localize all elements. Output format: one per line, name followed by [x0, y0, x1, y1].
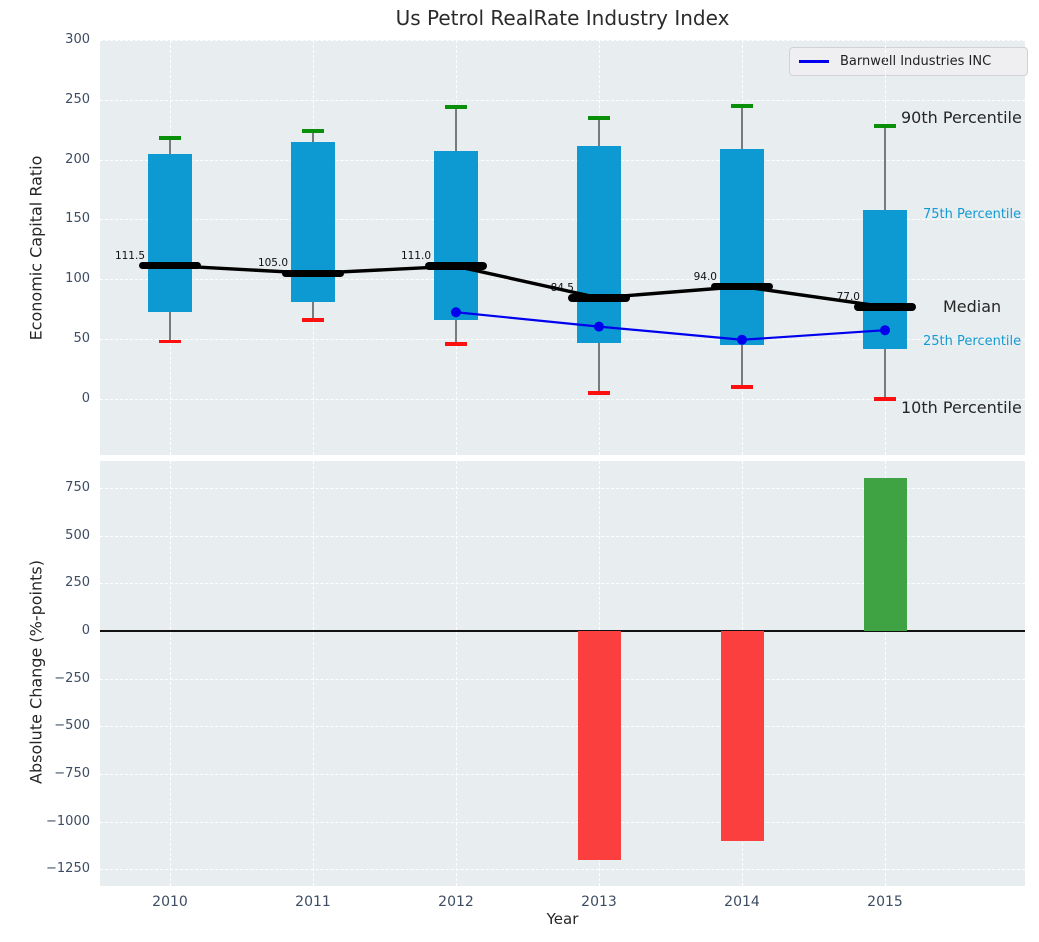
bottom-gridline-v — [456, 461, 457, 886]
bottom-gridline-h — [100, 822, 1025, 823]
top-ytick-label: 0 — [28, 391, 90, 406]
bottom-ytick-label: −250 — [28, 671, 90, 686]
top-ytick-label: 150 — [28, 211, 90, 226]
xtick-label: 2015 — [845, 894, 925, 910]
bottom-gridline-h — [100, 869, 1025, 870]
median-marker-2011 — [282, 270, 344, 278]
top-ytick-label: 200 — [28, 152, 90, 167]
median-trend-line — [170, 266, 885, 307]
xtick-label: 2014 — [702, 894, 782, 910]
company-point-marker — [737, 335, 747, 345]
bottom-gridline-h — [100, 774, 1025, 775]
xtick-label: 2013 — [559, 894, 639, 910]
xtick-label: 2011 — [273, 894, 353, 910]
median-marker-2010 — [139, 262, 201, 270]
change-bar-2013 — [578, 631, 621, 860]
x-axis-label: Year — [100, 910, 1025, 928]
bottom-ytick-label: −1250 — [28, 861, 90, 876]
top-ytick-label: 250 — [28, 92, 90, 107]
median-marker-2012 — [425, 262, 487, 270]
figure: Us Petrol RealRate Industry Index Econom… — [0, 0, 1039, 942]
top-y-axis-label: Economic Capital Ratio — [27, 156, 46, 341]
bottom-ytick-label: 750 — [28, 480, 90, 495]
change-bar-2014 — [721, 631, 764, 841]
median-marker-2013 — [568, 294, 630, 302]
bottom-ytick-label: −500 — [28, 718, 90, 733]
bottom-gridline-v — [170, 461, 171, 886]
xtick-label: 2012 — [416, 894, 496, 910]
bottom-ytick-label: 250 — [28, 575, 90, 590]
right-label-25th-percentile: 25th Percentile — [923, 334, 1021, 349]
bottom-ytick-label: 0 — [28, 623, 90, 638]
bottom-ytick-label: 500 — [28, 528, 90, 543]
company-point-marker — [594, 322, 604, 332]
right-label-10th-percentile: 10th Percentile — [901, 398, 1022, 417]
top-ytick-label: 100 — [28, 271, 90, 286]
bottom-ytick-label: −1000 — [28, 814, 90, 829]
bottom-gridline-v — [313, 461, 314, 886]
median-marker-2015 — [854, 303, 916, 311]
change-bar-2015 — [864, 478, 907, 631]
top-ytick-label: 300 — [28, 32, 90, 47]
xtick-label: 2010 — [130, 894, 210, 910]
right-label-median: Median — [943, 297, 1001, 316]
top-lines-layer — [100, 40, 1025, 455]
company-line — [456, 312, 885, 340]
right-label-90th-percentile: 90th Percentile — [901, 108, 1022, 127]
median-marker-2014 — [711, 283, 773, 291]
right-label-75th-percentile: 75th Percentile — [923, 207, 1021, 222]
bottom-gridline-h — [100, 726, 1025, 727]
bottom-gridline-h — [100, 679, 1025, 680]
company-point-marker — [451, 307, 461, 317]
company-point-marker — [880, 325, 890, 335]
bottom-ytick-label: −750 — [28, 766, 90, 781]
top-ytick-label: 50 — [28, 331, 90, 346]
chart-title: Us Petrol RealRate Industry Index — [100, 6, 1025, 30]
